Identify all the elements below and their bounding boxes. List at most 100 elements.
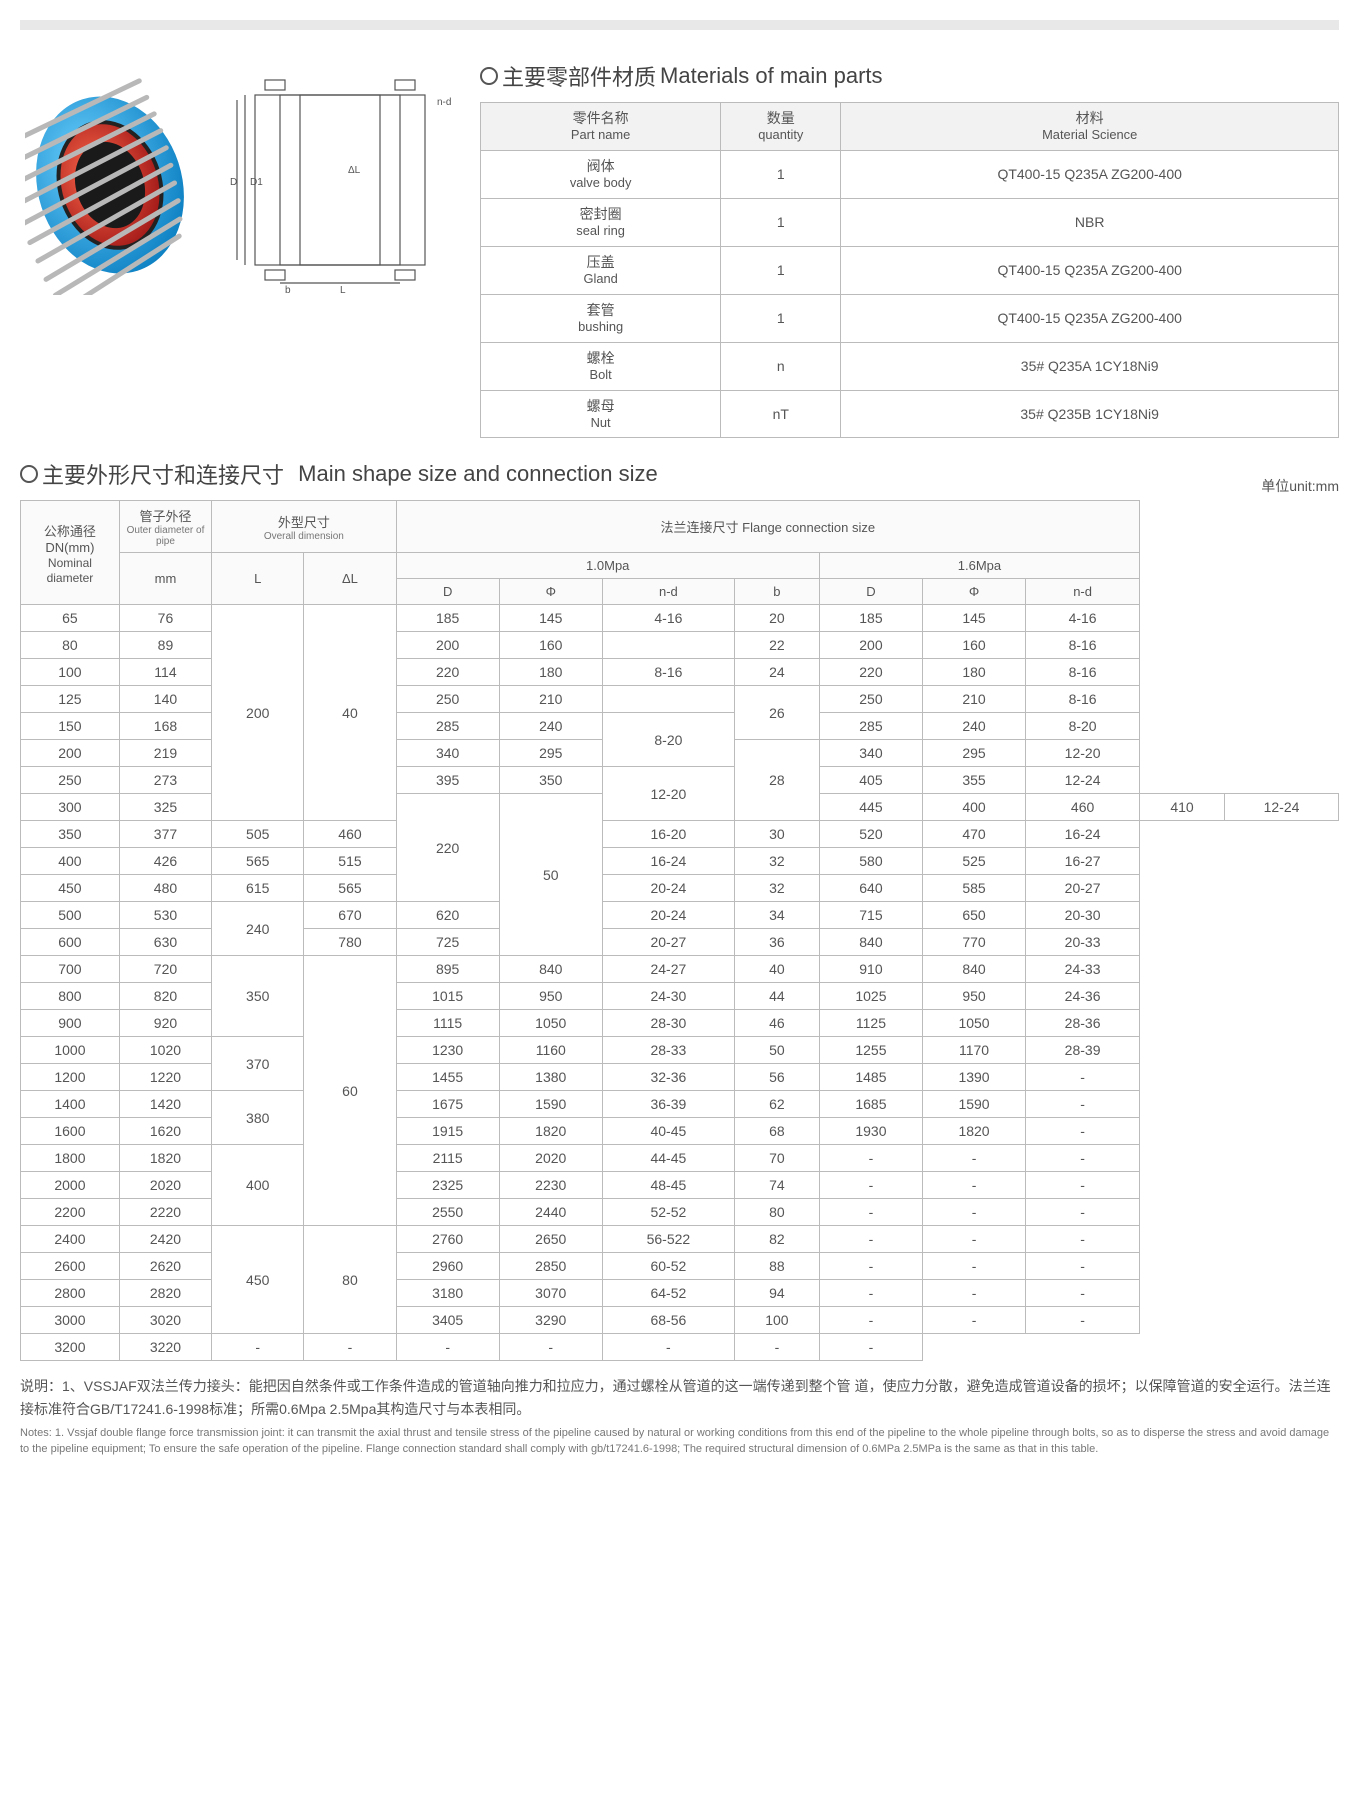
cell-P1: 950 bbox=[499, 983, 602, 1010]
cell-dn: 800 bbox=[21, 983, 120, 1010]
cell-nd1: 24-27 bbox=[602, 956, 734, 983]
cell-nd2: 12-24 bbox=[1224, 794, 1338, 821]
cell-dn: 80 bbox=[21, 632, 120, 659]
cell-nd2: - bbox=[1026, 1280, 1140, 1307]
cell-nd2: 20-33 bbox=[1026, 929, 1140, 956]
cell-dn: 125 bbox=[21, 686, 120, 713]
cell-od: 2820 bbox=[119, 1280, 211, 1307]
cell-P2: - bbox=[922, 1280, 1025, 1307]
technical-drawing: b L D D1 ΔL n-d bbox=[220, 60, 460, 300]
qty-cell: 1 bbox=[721, 294, 841, 342]
hdr-p10: 1.0Mpa bbox=[396, 553, 819, 579]
cell-dn: 3200 bbox=[21, 1334, 120, 1361]
cell-b: 34 bbox=[734, 902, 819, 929]
cell-nd1: 40-45 bbox=[602, 1118, 734, 1145]
cell-P1: 460 bbox=[304, 821, 396, 848]
cell-dn: 2200 bbox=[21, 1199, 120, 1226]
cell-P1: 620 bbox=[396, 902, 499, 929]
materials-block: 主要零部件材质Materials of main parts 零件名称Part … bbox=[480, 60, 1339, 438]
table-row: 40042656551516-243258052516-27 bbox=[21, 848, 1339, 875]
cell-dn: 300 bbox=[21, 794, 120, 821]
cell-P2: 585 bbox=[922, 875, 1025, 902]
cell-D1: 200 bbox=[396, 632, 499, 659]
cell-od: 2220 bbox=[119, 1199, 211, 1226]
table-row: 100010203701230116028-33501255117028-39 bbox=[21, 1037, 1339, 1064]
cell-D2: 340 bbox=[819, 740, 922, 767]
notes-cn: 说明：1、VSSJAF双法兰传力接头：能把因自然条件或工作条件造成的管道轴向推力… bbox=[20, 1375, 1339, 1420]
cell-od: 325 bbox=[119, 794, 211, 821]
cell-P1: 295 bbox=[499, 740, 602, 767]
hdr-qty-cn: 数量 bbox=[729, 109, 832, 127]
cell-od: 76 bbox=[119, 605, 211, 632]
cell-b: 44 bbox=[734, 983, 819, 1010]
cell-dn: 1000 bbox=[21, 1037, 120, 1064]
svg-text:b: b bbox=[285, 285, 291, 295]
dimensions-heading-en: Main shape size and connection size bbox=[298, 461, 658, 487]
cell-dn: 200 bbox=[21, 740, 120, 767]
cell-D2: - bbox=[819, 1145, 922, 1172]
cell-P1: 3070 bbox=[499, 1280, 602, 1307]
cell-dn: 400 bbox=[21, 848, 120, 875]
hdr-flange-cn: 法兰连接尺寸 bbox=[661, 520, 739, 535]
product-image bbox=[20, 60, 200, 300]
cell-nd2: 16-24 bbox=[1026, 821, 1140, 848]
cell-D2: - bbox=[602, 1334, 734, 1361]
cell-dn: 1200 bbox=[21, 1064, 120, 1091]
cell-P2: - bbox=[922, 1226, 1025, 1253]
cell-b: 94 bbox=[734, 1280, 819, 1307]
cell-D2: 1125 bbox=[819, 1010, 922, 1037]
cell-D1: 3180 bbox=[396, 1280, 499, 1307]
cell-P1: 725 bbox=[396, 929, 499, 956]
cell-b: 30 bbox=[734, 821, 819, 848]
cell-nd2: - bbox=[1026, 1307, 1140, 1334]
cell-dn: 2800 bbox=[21, 1280, 120, 1307]
cell-b: 40 bbox=[734, 956, 819, 983]
cell-nd1: 68-56 bbox=[602, 1307, 734, 1334]
cell-dn: 2600 bbox=[21, 1253, 120, 1280]
cell-nd2: 8-20 bbox=[1026, 713, 1140, 740]
cell-D1: 250 bbox=[396, 686, 499, 713]
part-cell: 压盖Gland bbox=[481, 246, 721, 294]
cell-od: 480 bbox=[119, 875, 211, 902]
cell-nd1: 12-20 bbox=[602, 767, 734, 821]
cell-D2: 910 bbox=[819, 956, 922, 983]
cell-P1: 1160 bbox=[499, 1037, 602, 1064]
cell-D1: 1915 bbox=[396, 1118, 499, 1145]
cell-nd1: 44-45 bbox=[602, 1145, 734, 1172]
cell-dL: 60 bbox=[304, 956, 396, 1226]
cell-nd2: 20-27 bbox=[1026, 875, 1140, 902]
table-row: 7007203506089584024-274091084024-33 bbox=[21, 956, 1339, 983]
cell-P1: 180 bbox=[499, 659, 602, 686]
cell-od: 89 bbox=[119, 632, 211, 659]
cell-D2: - bbox=[819, 1226, 922, 1253]
cell-D2: 220 bbox=[819, 659, 922, 686]
cell-P1: 145 bbox=[499, 605, 602, 632]
cell-D1: 395 bbox=[396, 767, 499, 794]
materials-heading-en: Materials of main parts bbox=[660, 63, 883, 89]
hdr-mat-cn: 材料 bbox=[849, 109, 1330, 127]
cell-D1: 220 bbox=[396, 659, 499, 686]
cell-P2: 160 bbox=[922, 632, 1025, 659]
cell-nd1: 8-20 bbox=[602, 713, 734, 767]
cell-od: 3220 bbox=[119, 1334, 211, 1361]
cell-nd2: - bbox=[1026, 1253, 1140, 1280]
cell-b: 80 bbox=[734, 1199, 819, 1226]
table-row: 45048061556520-243264058520-27 bbox=[21, 875, 1339, 902]
hdr-part-en: Part name bbox=[489, 127, 712, 144]
cell-D1: 2550 bbox=[396, 1199, 499, 1226]
cell-D1: 1230 bbox=[396, 1037, 499, 1064]
cell-b: 32 bbox=[734, 875, 819, 902]
cell-D2: 580 bbox=[819, 848, 922, 875]
cell-nd2: - bbox=[1026, 1199, 1140, 1226]
cell-nd2: - bbox=[1026, 1172, 1140, 1199]
mat-cell: QT400-15 Q235A ZG200-400 bbox=[841, 294, 1339, 342]
cell-dn: 2000 bbox=[21, 1172, 120, 1199]
cell-od: 1420 bbox=[119, 1091, 211, 1118]
cell-b: 20 bbox=[734, 605, 819, 632]
hdr-mat-en: Material Science bbox=[849, 127, 1330, 144]
cell-b: 28 bbox=[734, 740, 819, 821]
cell-L: 220 bbox=[396, 794, 499, 902]
hdr-D-2: D bbox=[819, 579, 922, 605]
svg-text:ΔL: ΔL bbox=[348, 165, 361, 176]
cell-od: 114 bbox=[119, 659, 211, 686]
